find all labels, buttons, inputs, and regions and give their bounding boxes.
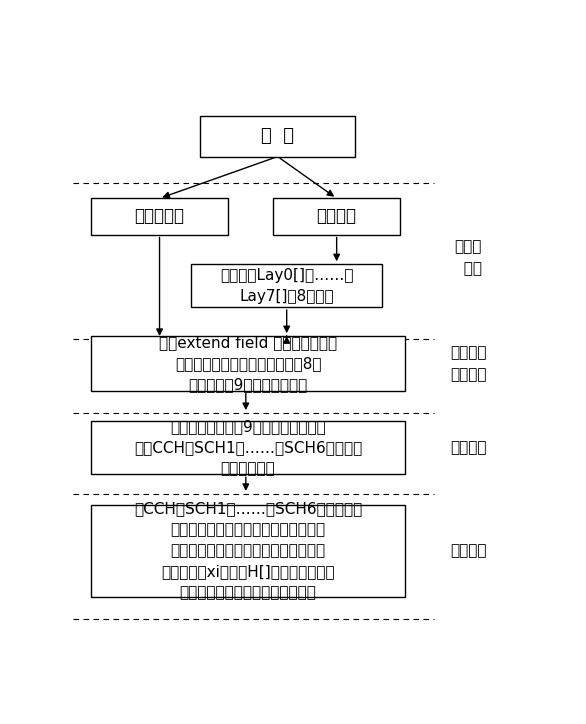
FancyBboxPatch shape (273, 198, 400, 235)
Text: 图像预
  处理: 图像预 处理 (454, 240, 482, 277)
Text: 图  像: 图 像 (261, 127, 294, 146)
Text: 图像头信息: 图像头信息 (135, 208, 185, 225)
Text: 报文接收: 报文接收 (450, 543, 486, 558)
Text: 图像数据: 图像数据 (316, 208, 357, 225)
Text: 网络数据
报文生成: 网络数据 报文生成 (450, 345, 486, 382)
Text: 根据帧标识符，将9个网络数据报文发
送到CCH、SCH1、……、SCH6相应的缓
冲区等待发送: 根据帧标识符，将9个网络数据报文发 送到CCH、SCH1、……、SCH6相应的缓… (134, 419, 362, 476)
FancyBboxPatch shape (91, 198, 227, 235)
FancyBboxPatch shape (91, 336, 405, 391)
FancyBboxPatch shape (91, 505, 405, 597)
Text: 分解生成Lay0[]、……、
Lay7[]等8组数据: 分解生成Lay0[]、……、 Lay7[]等8组数据 (220, 268, 353, 303)
Text: 报文发送: 报文发送 (450, 441, 486, 455)
Text: 将CCH、SCH1、……、SCH6所接收的具
有相同时间戳的数据报文，根据相应的
报文标识符按照图像预处理的逆顺序合
成图像数据xi，再与H[]中的图像头信息
: 将CCH、SCH1、……、SCH6所接收的具 有相同时间戳的数据报文，根据相应的… (134, 502, 362, 600)
FancyBboxPatch shape (91, 421, 405, 474)
FancyBboxPatch shape (191, 264, 382, 307)
Text: 添加extend field 字段中时间戳字
段和帧标识符，将图像头信息和8组
数据封装戝9个网络数据报文: 添加extend field 字段中时间戳字 段和帧标识符，将图像头信息和8组 … (159, 335, 337, 392)
FancyBboxPatch shape (200, 117, 355, 156)
